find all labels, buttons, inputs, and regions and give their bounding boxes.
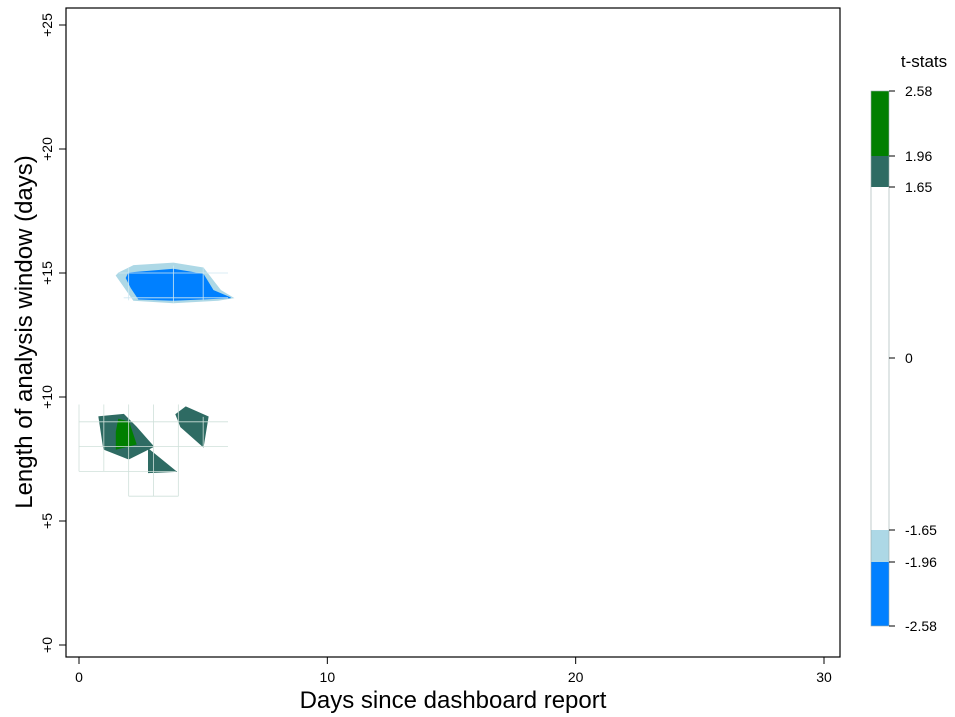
colorbar-bands <box>870 90 890 627</box>
colorbar-tick-label--2.58: -2.58 <box>905 618 937 634</box>
y-tick-label-5: +5 <box>39 513 55 529</box>
y-tick-label-0: +0 <box>39 637 55 653</box>
colorbar-band-3 <box>871 187 889 530</box>
colorbar-tick-label--1.96: -1.96 <box>905 554 937 570</box>
colorbar-tick-label-1.96: 1.96 <box>905 148 932 164</box>
y-tick-label-15: +15 <box>39 261 55 285</box>
colorbar-band-5 <box>871 562 889 626</box>
colorbar-tick-label--1.65: -1.65 <box>905 522 937 538</box>
colorbar-band-2 <box>871 156 889 187</box>
colorbar-tick-label-2.58: 2.58 <box>905 83 932 99</box>
x-axis-title: Days since dashboard report <box>300 687 607 714</box>
x-tick-label-20: 20 <box>568 669 584 685</box>
y-tick-label-25: +25 <box>39 13 55 37</box>
contour-region-6 <box>148 448 178 474</box>
colorbar-title: t-stats <box>901 52 947 71</box>
x-tick-label-0: 0 <box>75 669 83 685</box>
colorbar-band-4 <box>871 530 889 562</box>
colorbar-ticks: 2.58 1.96 1.65 0 -1.65 -1.96 -2.58 <box>889 83 937 634</box>
y-tick-label-20: +20 <box>39 137 55 161</box>
x-tick-label-30: 30 <box>816 669 832 685</box>
grid-mesh-lines <box>78 265 228 497</box>
colorbar-tick-label-1.65: 1.65 <box>905 179 932 195</box>
plot-frame <box>65 7 841 658</box>
colorbar: t-stats 2.58 1.96 1.65 0 -1.65 -1.96 -2.58 <box>870 52 947 634</box>
x-axis: 0 10 20 30 <box>75 657 832 685</box>
plot-area <box>65 7 841 658</box>
y-axis: +0 +5 +10 +15 +20 +25 <box>39 13 66 653</box>
contour-region-5 <box>175 406 209 448</box>
x-tick-label-10: 10 <box>320 669 336 685</box>
colorbar-band-1 <box>871 91 889 156</box>
y-axis-title: Length of analysis window (days) <box>11 155 38 509</box>
colorbar-tick-label-0: 0 <box>905 350 913 366</box>
y-tick-label-10: +10 <box>39 385 55 409</box>
